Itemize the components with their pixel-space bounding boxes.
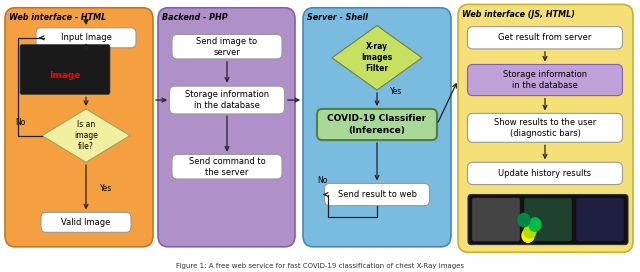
FancyBboxPatch shape	[20, 44, 110, 94]
FancyBboxPatch shape	[576, 198, 624, 241]
Text: Storage information
in the database: Storage information in the database	[503, 70, 587, 90]
Polygon shape	[42, 109, 130, 162]
Text: Figure 1: A free web service for fast COVID-19 classification of chest X-Ray ima: Figure 1: A free web service for fast CO…	[176, 263, 464, 269]
FancyBboxPatch shape	[170, 86, 285, 114]
Text: X-ray
Images
Filter: X-ray Images Filter	[362, 42, 392, 73]
Circle shape	[522, 229, 534, 242]
FancyBboxPatch shape	[172, 35, 282, 59]
FancyBboxPatch shape	[324, 183, 429, 206]
Circle shape	[529, 218, 541, 231]
FancyBboxPatch shape	[524, 198, 572, 241]
FancyBboxPatch shape	[467, 113, 623, 142]
Text: Show results to the user
(diagnostic bars): Show results to the user (diagnostic bar…	[494, 118, 596, 138]
FancyBboxPatch shape	[472, 198, 520, 241]
Text: Valid Image: Valid Image	[61, 218, 111, 227]
Text: Send image to
server: Send image to server	[196, 37, 257, 57]
FancyBboxPatch shape	[303, 8, 451, 247]
FancyBboxPatch shape	[317, 109, 437, 140]
Text: Web interface (JS, HTML): Web interface (JS, HTML)	[462, 10, 575, 19]
Text: Input Image: Input Image	[61, 33, 111, 42]
FancyBboxPatch shape	[467, 27, 623, 49]
Text: Backend - PHP: Backend - PHP	[162, 13, 228, 22]
Text: Update history results: Update history results	[499, 169, 591, 178]
Text: Yes: Yes	[390, 87, 403, 96]
FancyBboxPatch shape	[467, 162, 623, 184]
Polygon shape	[332, 26, 422, 90]
Text: Get result from server: Get result from server	[499, 33, 592, 42]
Circle shape	[524, 225, 536, 238]
Text: No: No	[317, 176, 328, 185]
Text: Send command to
the server: Send command to the server	[189, 157, 266, 177]
FancyBboxPatch shape	[41, 212, 131, 232]
FancyBboxPatch shape	[468, 194, 628, 245]
Text: Server - Shell: Server - Shell	[307, 13, 368, 22]
Text: Yes: Yes	[100, 184, 112, 193]
Text: Web interface - HTML: Web interface - HTML	[9, 13, 106, 22]
FancyBboxPatch shape	[458, 4, 633, 252]
Text: Send result to web: Send result to web	[337, 190, 417, 199]
Text: Storage information
in the database: Storage information in the database	[185, 90, 269, 110]
FancyBboxPatch shape	[36, 28, 136, 48]
Text: Image: Image	[49, 71, 81, 80]
Text: No: No	[15, 118, 25, 127]
Text: Is an
image
file?: Is an image file?	[74, 120, 98, 151]
FancyBboxPatch shape	[467, 64, 623, 95]
FancyBboxPatch shape	[172, 154, 282, 179]
FancyBboxPatch shape	[5, 8, 153, 247]
Text: COVID-19 Classifier
(Inference): COVID-19 Classifier (Inference)	[328, 115, 427, 135]
FancyBboxPatch shape	[158, 8, 295, 247]
Circle shape	[518, 214, 530, 227]
